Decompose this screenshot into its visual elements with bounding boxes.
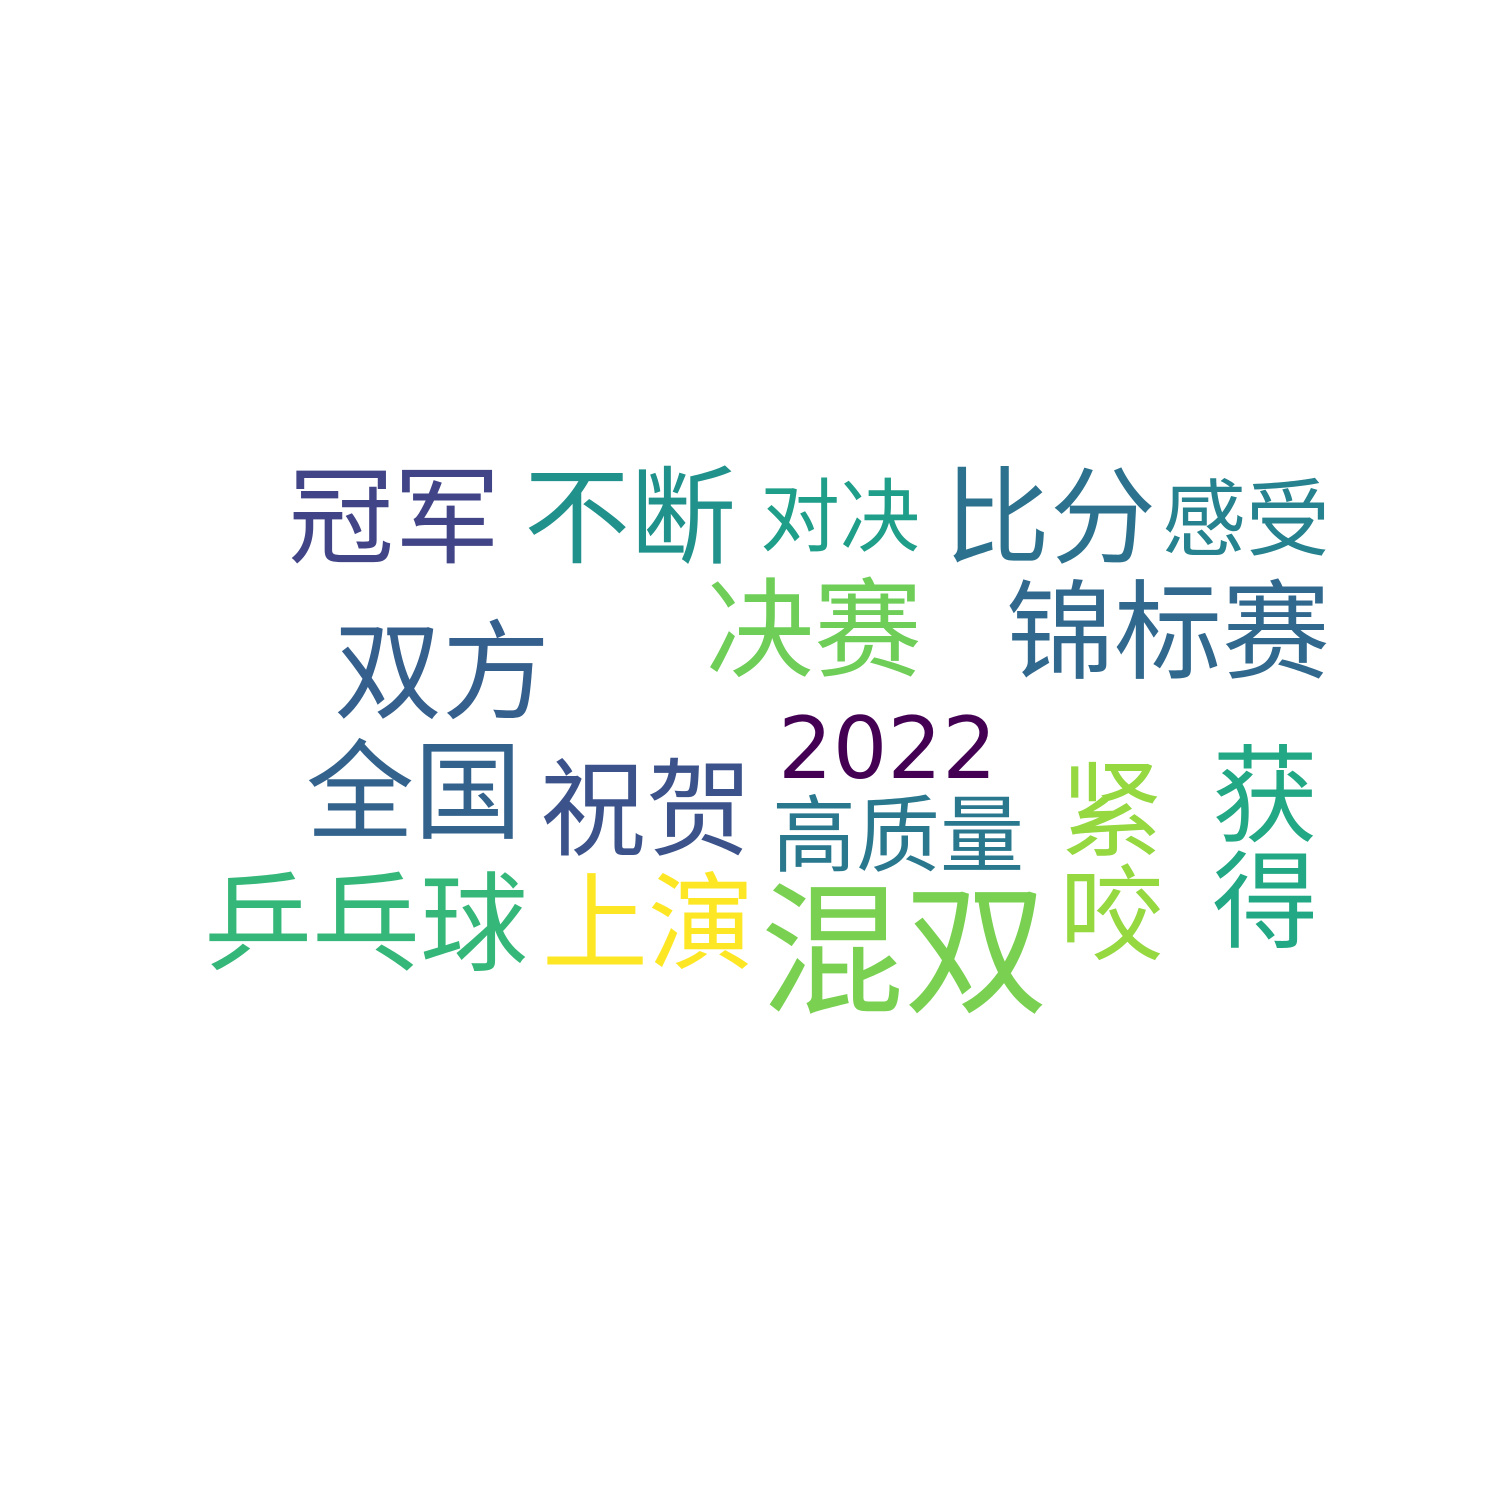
word-duijue: 对决: [760, 471, 920, 564]
word-guanjun: 冠军: [288, 457, 500, 580]
word-bifen: 比分: [944, 457, 1156, 580]
word-juesai: 决赛: [706, 569, 923, 694]
word-jinbiaosai: 锦标赛: [1006, 571, 1331, 696]
word-zhuhe: 祝贺: [540, 749, 752, 872]
word-gaozhiliang: 高质量: [772, 787, 1025, 885]
word-2022: 2022: [778, 699, 997, 799]
word-hunshuang: 混双: [760, 868, 1049, 1036]
word-jinyao: 紧咬: [1041, 756, 1163, 964]
word-ganshou: 感受: [1162, 471, 1331, 569]
word-quanguo: 全国: [306, 731, 523, 856]
word-shuangfang: 双方: [334, 611, 551, 736]
word-huode: 获得: [1194, 740, 1317, 952]
word-shangyan: 上演: [542, 863, 754, 986]
word-pingpangqiu: 乒乓球: [204, 863, 529, 988]
word-buduan: 不断: [524, 457, 736, 580]
